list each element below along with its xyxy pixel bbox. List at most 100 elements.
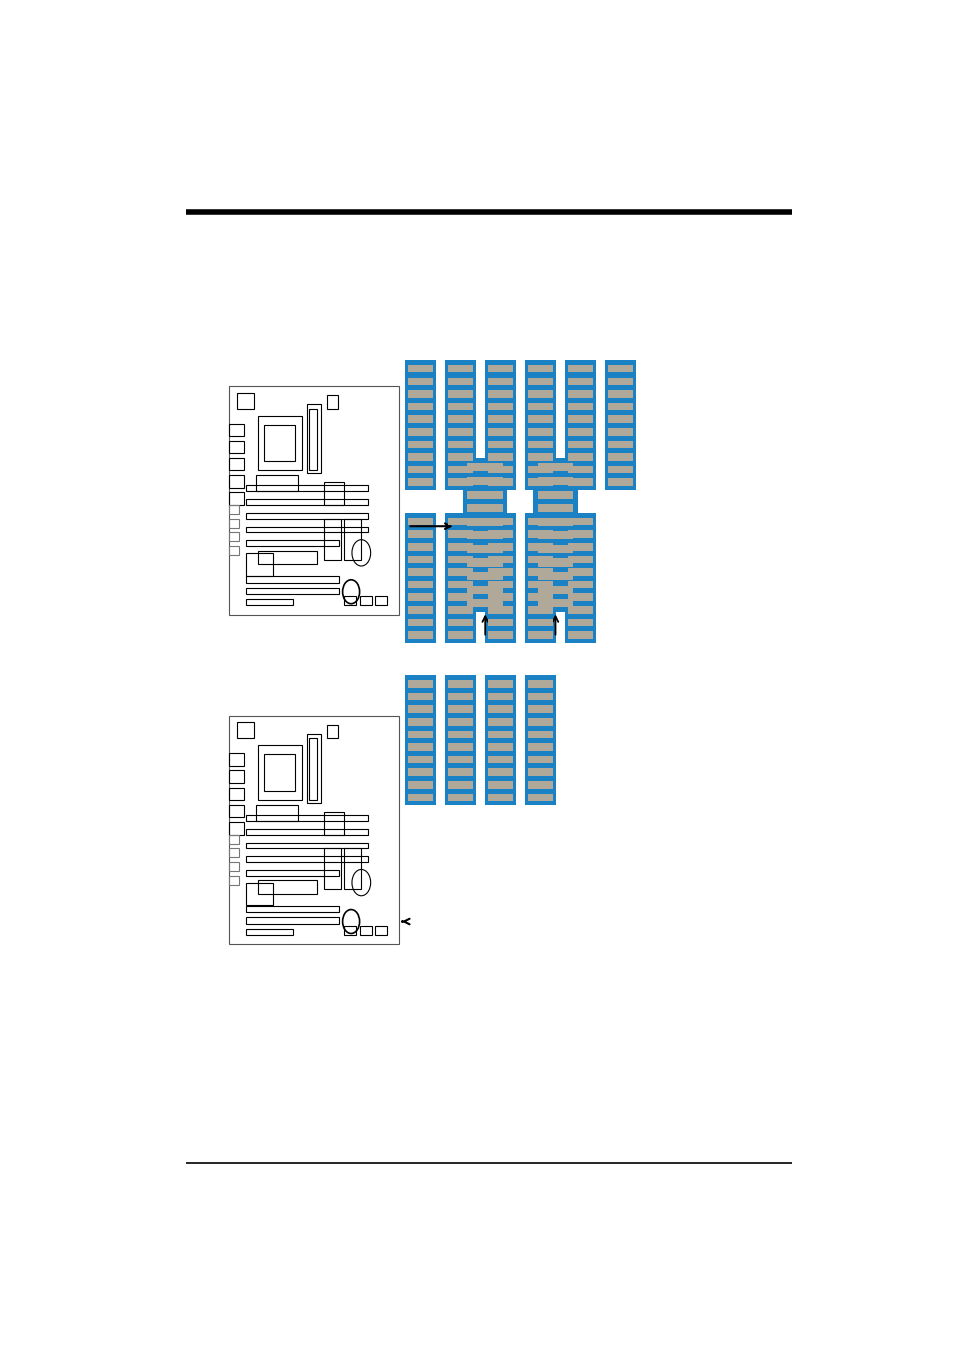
Bar: [246, 815, 368, 821]
Bar: [408, 693, 433, 700]
Bar: [568, 619, 593, 627]
Bar: [568, 607, 593, 613]
Bar: [448, 517, 473, 526]
Bar: [408, 415, 433, 423]
Bar: [568, 531, 593, 538]
Bar: [488, 731, 513, 738]
Bar: [568, 555, 593, 563]
Bar: [257, 881, 316, 894]
Bar: [405, 512, 436, 643]
Bar: [537, 477, 573, 485]
Bar: [448, 581, 473, 589]
Bar: [488, 619, 513, 627]
Bar: [408, 555, 433, 563]
Bar: [229, 440, 244, 454]
Bar: [448, 390, 473, 397]
Bar: [445, 359, 476, 490]
Bar: [246, 598, 293, 605]
Bar: [568, 543, 593, 551]
Bar: [257, 746, 301, 800]
Bar: [607, 440, 632, 449]
Bar: [528, 415, 553, 423]
Bar: [257, 551, 316, 565]
Bar: [537, 517, 573, 526]
Bar: [524, 512, 556, 643]
Bar: [246, 588, 339, 594]
Bar: [405, 676, 436, 805]
Bar: [408, 466, 433, 473]
Bar: [229, 835, 238, 844]
Bar: [488, 453, 513, 461]
Bar: [528, 793, 553, 801]
Bar: [537, 490, 573, 499]
Bar: [568, 440, 593, 449]
Bar: [229, 862, 238, 871]
Bar: [408, 705, 433, 713]
Bar: [564, 512, 596, 643]
Bar: [229, 532, 238, 542]
Bar: [408, 365, 433, 373]
Bar: [528, 440, 553, 449]
Bar: [568, 569, 593, 576]
Bar: [488, 607, 513, 613]
Bar: [359, 596, 371, 605]
Bar: [467, 558, 502, 566]
Bar: [488, 755, 513, 763]
Bar: [467, 517, 502, 526]
Bar: [528, 555, 553, 563]
Bar: [408, 377, 433, 385]
Bar: [607, 428, 632, 435]
Bar: [528, 607, 553, 613]
Bar: [607, 478, 632, 486]
Bar: [568, 428, 593, 435]
Bar: [324, 519, 340, 559]
Bar: [246, 828, 368, 835]
Bar: [246, 857, 368, 862]
Bar: [488, 415, 513, 423]
Bar: [568, 415, 593, 423]
Bar: [537, 585, 573, 593]
Bar: [488, 705, 513, 713]
Bar: [488, 517, 513, 526]
Bar: [246, 882, 273, 905]
Bar: [537, 558, 573, 566]
Bar: [488, 377, 513, 385]
Bar: [246, 576, 339, 582]
Bar: [307, 404, 320, 473]
Bar: [308, 408, 316, 470]
Bar: [308, 739, 316, 800]
Bar: [448, 453, 473, 461]
Bar: [246, 907, 339, 912]
Bar: [568, 631, 593, 639]
Bar: [448, 377, 473, 385]
Bar: [408, 607, 433, 613]
Bar: [488, 569, 513, 576]
Bar: [528, 377, 553, 385]
Bar: [448, 793, 473, 801]
Bar: [537, 463, 573, 471]
Bar: [448, 569, 473, 576]
Bar: [528, 478, 553, 486]
Bar: [528, 693, 553, 700]
Bar: [488, 466, 513, 473]
Bar: [488, 531, 513, 538]
Bar: [246, 540, 339, 546]
Bar: [488, 440, 513, 449]
Bar: [607, 390, 632, 397]
Bar: [528, 755, 553, 763]
Bar: [488, 743, 513, 751]
Bar: [229, 788, 244, 800]
Bar: [467, 531, 502, 539]
Bar: [528, 403, 553, 411]
Bar: [229, 424, 244, 436]
Bar: [448, 680, 473, 688]
Bar: [448, 440, 473, 449]
Bar: [537, 544, 573, 553]
Bar: [528, 743, 553, 751]
Bar: [246, 843, 368, 848]
Bar: [528, 466, 553, 473]
Bar: [448, 731, 473, 738]
Bar: [255, 805, 298, 821]
Bar: [607, 365, 632, 373]
Bar: [488, 365, 513, 373]
